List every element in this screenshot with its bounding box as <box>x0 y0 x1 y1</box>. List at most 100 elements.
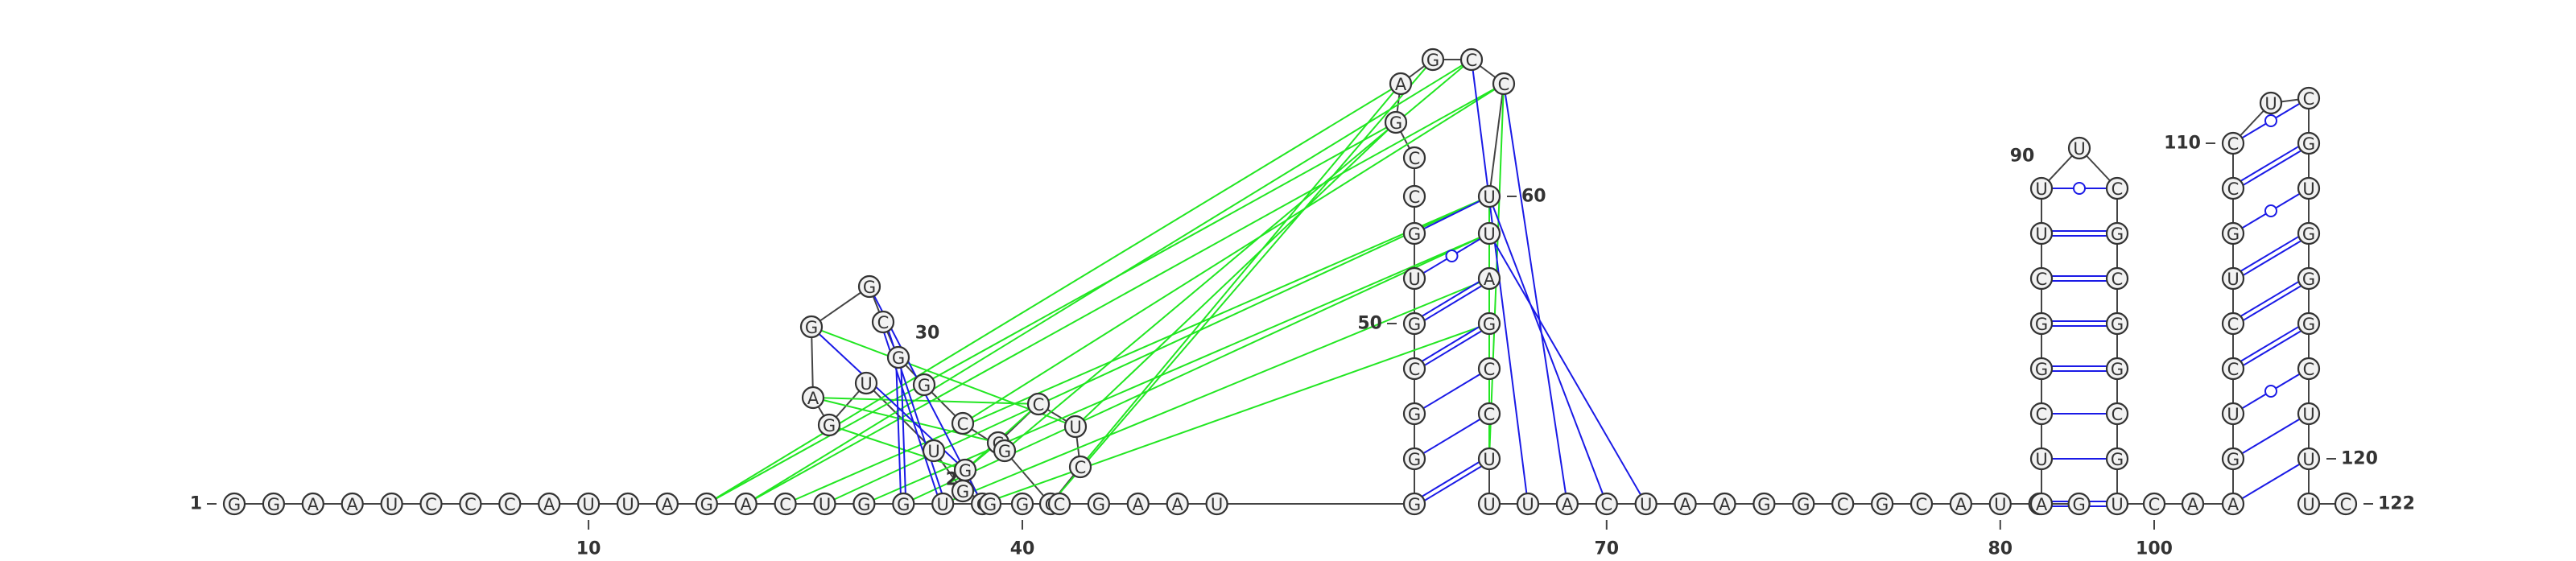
nucleotide-letter: C <box>2227 360 2240 379</box>
nucleotide: G <box>1752 492 1776 516</box>
nucleotide-letter: C <box>1054 495 1066 514</box>
nucleotide-letter: G <box>2111 450 2124 469</box>
nucleotide-circle <box>2029 357 2054 381</box>
nucleotide: G <box>2029 311 2054 336</box>
nucleotide: G <box>2067 492 2091 516</box>
nucleotide-letter: C <box>1409 149 1421 168</box>
nucleotide-circle <box>1068 455 1092 479</box>
nucleotide-circle <box>2221 447 2245 471</box>
nucleotide-circle <box>301 492 324 516</box>
nucleotide-circle <box>2221 311 2245 336</box>
nucleotide: C <box>774 492 797 516</box>
nucleotide-circle <box>2297 402 2321 426</box>
nucleotide: C <box>1831 492 1855 516</box>
nucleotide: C <box>1477 357 1501 381</box>
tertiary-interaction <box>981 323 1490 505</box>
base-pair-bond <box>2243 330 2301 366</box>
nucleotide-circle <box>774 492 797 516</box>
nucleotide-circle <box>871 310 895 334</box>
nucleotide-circle <box>2297 176 2321 200</box>
base-pair-bond <box>1422 461 1480 497</box>
nucleotide-circle <box>1477 266 1501 291</box>
nucleotide-circle <box>1402 447 1426 471</box>
nucleotide: U <box>1402 266 1426 291</box>
tertiary-interaction-layer <box>706 59 1505 505</box>
nucleotide-letter: U <box>2264 94 2277 113</box>
base-pair-bond <box>895 368 902 494</box>
nucleotide: C <box>2221 131 2245 155</box>
nucleotide: A <box>801 386 825 410</box>
nucleotide-circle <box>2105 266 2129 291</box>
nucleotide-circle <box>2259 91 2283 115</box>
nucleotide-letter: A <box>543 495 555 514</box>
nucleotide-circle <box>2297 221 2321 245</box>
tertiary-interaction <box>942 278 1490 505</box>
nucleotide-letter: C <box>1484 405 1496 424</box>
position-label: 120 <box>2341 449 2378 469</box>
nucleotide: G <box>1384 110 1408 134</box>
nucleotide: G <box>2297 221 2321 245</box>
nucleotide-circle <box>2297 266 2321 291</box>
nucleotide-circle <box>2105 176 2129 200</box>
nucleotide-letter: A <box>2227 495 2240 514</box>
nucleotide-circle <box>1402 184 1426 208</box>
nucleotide-circle <box>222 492 246 516</box>
nucleotide-circle <box>616 492 640 516</box>
nucleotide-circle <box>1087 492 1111 516</box>
nucleotide-letter: G <box>267 495 280 514</box>
nucleotide: U <box>2297 492 2321 516</box>
nucleotide-circle <box>931 492 955 516</box>
nucleotide: U <box>1205 492 1228 516</box>
nucleotide-circle <box>2105 221 2129 245</box>
nucleotide-letter: U <box>1408 270 1420 289</box>
base-pair-bond <box>2240 146 2299 182</box>
nucleotide-letter: G <box>863 278 876 297</box>
nucleotide: G <box>1421 47 1445 72</box>
base-pair-bond <box>1422 326 1480 362</box>
nucleotide-letter: C <box>425 495 437 514</box>
nucleotide-letter: C <box>957 415 969 434</box>
nucleotide-circle <box>1949 492 1972 516</box>
nucleotide: C <box>1047 492 1071 516</box>
nucleotide-letter: U <box>386 495 398 514</box>
nucleotide-letter: A <box>1679 495 1691 514</box>
nucleotide: C <box>2334 492 2358 516</box>
nucleotide-circle <box>1402 266 1426 291</box>
nucleotide: U <box>854 371 878 395</box>
base-pair-bond <box>1493 241 1642 496</box>
nucleotide-circle <box>1402 492 1426 516</box>
nucleotide: C <box>2297 357 2321 381</box>
nucleotide: G <box>993 439 1017 463</box>
nucleotide-letter: G <box>1876 495 1889 514</box>
nucleotide: G <box>1402 311 1426 336</box>
nucleotide-circle <box>734 492 758 516</box>
nucleotide-letter: U <box>2035 450 2047 469</box>
nucleotide: G <box>2221 447 2245 471</box>
nucleotide-letter: U <box>1640 495 1652 514</box>
nucleotide: C <box>2029 402 2054 426</box>
nucleotide-circle <box>1831 492 1855 516</box>
nucleotide: C <box>951 411 975 435</box>
nucleotide-circle <box>817 413 841 437</box>
tertiary-interaction <box>745 83 1505 505</box>
base-pair-bond <box>2243 285 2301 321</box>
nucleotide: G <box>892 492 915 516</box>
tertiary-interaction <box>864 233 1490 505</box>
nucleotide-letter: C <box>504 495 516 514</box>
nucleotide: C <box>1459 47 1484 72</box>
nucleotide: C <box>2221 311 2245 336</box>
nucleotide-letter: G <box>918 376 931 395</box>
nucleotide-circle <box>1595 492 1618 516</box>
nucleotide: G <box>222 492 246 516</box>
nucleotide-circle <box>1909 492 1934 516</box>
nucleotide-letter: G <box>1797 495 1810 514</box>
nucleotide: A <box>538 492 561 516</box>
backbone-segment <box>811 286 870 328</box>
nucleotide-circle <box>1047 492 1071 516</box>
nucleotide-circle <box>2221 266 2245 291</box>
nucleotide-letter: G <box>823 416 836 435</box>
nucleotide-circle <box>1402 402 1426 426</box>
nucleotide: G <box>1087 492 1111 516</box>
nucleotide-letter: G <box>1426 51 1439 70</box>
